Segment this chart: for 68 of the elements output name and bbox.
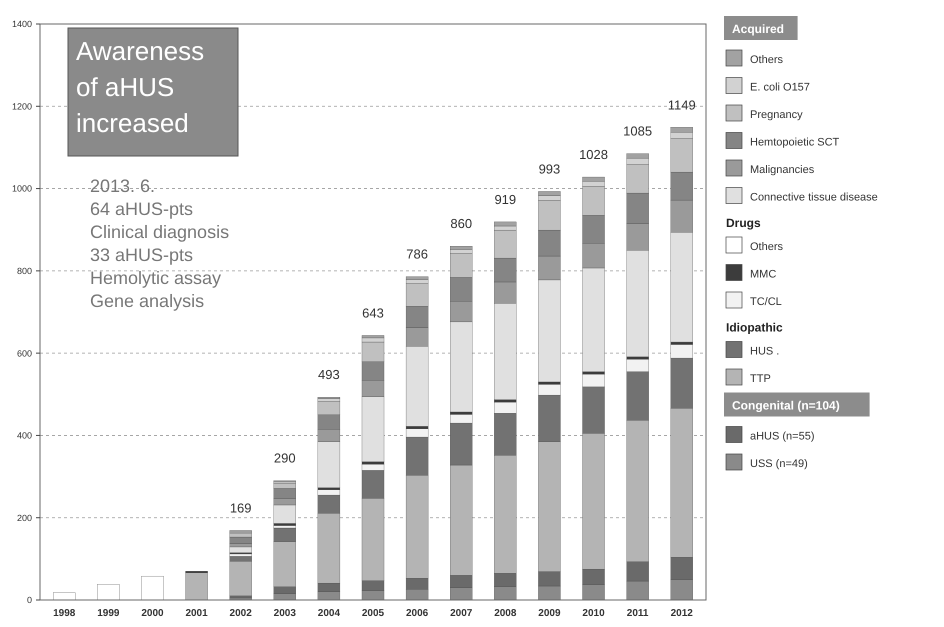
x-tick-label: 1999 — [97, 608, 120, 619]
bar — [362, 335, 384, 338]
x-tick-label: 2006 — [406, 608, 429, 619]
y-tick-label: 400 — [16, 430, 32, 441]
legend-label: Connective tissue disease — [750, 192, 878, 204]
y-tick-label: 800 — [16, 266, 32, 276]
annotation: 2013. 6. — [90, 176, 156, 196]
y-tick-label: 1000 — [12, 184, 32, 194]
annotation: Clinical diagnosis — [90, 222, 230, 242]
total-label: 1149 — [668, 97, 696, 112]
annotation: 64 aHUS-pts — [90, 199, 194, 219]
y-tick-label: 600 — [16, 348, 32, 358]
legend-label: Pregnancy — [750, 109, 804, 121]
text: Congenital (n=104) — [732, 398, 840, 412]
x-tick-label: 2010 — [582, 608, 606, 619]
bar — [230, 546, 252, 553]
bar — [406, 276, 428, 280]
legend-label: Others — [750, 241, 784, 253]
x-tick-label: 2000 — [141, 608, 164, 619]
text: Drugs — [726, 216, 761, 230]
total-label: 919 — [494, 192, 516, 207]
x-tick-label: 2005 — [362, 608, 385, 619]
legend-label: USS (n=49) — [750, 458, 808, 470]
y-tick-label: 0 — [26, 595, 32, 606]
bar — [53, 592, 76, 600]
x-tick-label: 2009 — [538, 608, 561, 619]
bar — [230, 536, 252, 544]
total-label: 169 — [230, 500, 252, 516]
legend-label: TC/CL — [750, 296, 782, 308]
text: Acquired — [732, 22, 784, 36]
bar — [450, 246, 472, 250]
legend-label: Others — [750, 54, 784, 66]
total-label: 786 — [406, 246, 428, 262]
x-tick-label: 1998 — [53, 608, 76, 619]
bar — [494, 222, 516, 226]
x-tick-label: 2001 — [185, 608, 208, 619]
x-tick-label: 2003 — [274, 608, 296, 619]
annotation: Awareness of aHUS increased — [76, 36, 204, 138]
y-tick-label: 200 — [16, 512, 32, 523]
annotation: Hemolytic assay — [90, 268, 222, 288]
x-tick-label: 2008 — [494, 608, 517, 619]
total-label: 1085 — [623, 124, 652, 139]
annotation: 33 aHUS-pts — [90, 245, 194, 265]
legend-label: Hemtopoietic SCT — [750, 136, 840, 148]
x-tick-label: 2011 — [626, 608, 649, 619]
y-tick-label: 1400 — [12, 19, 32, 30]
y-tick-label: 1200 — [12, 101, 32, 112]
x-tick-label: 2004 — [318, 608, 340, 619]
x-tick-label: 2002 — [230, 608, 252, 619]
text: Idiopathic — [726, 320, 783, 334]
legend-label: MMC — [750, 268, 776, 280]
total-label: 643 — [362, 305, 384, 320]
total-label: 290 — [274, 450, 296, 466]
bar — [185, 572, 208, 600]
total-label: 860 — [450, 216, 472, 232]
bar — [97, 584, 120, 600]
x-tick-label: 2007 — [450, 608, 473, 619]
legend-label: aHUS (n=55) — [750, 430, 815, 442]
legend-label: E. coli O157 — [750, 82, 810, 94]
total-label: 493 — [318, 367, 340, 382]
bar — [141, 576, 164, 600]
legend-label: HUS . — [750, 346, 780, 358]
x-tick-label: 2012 — [670, 608, 694, 619]
total-label: 1028 — [579, 147, 608, 162]
legend-label: TTP — [750, 373, 771, 385]
legend-label: Malignancies — [750, 164, 815, 176]
total-label: 993 — [538, 161, 560, 176]
annotation: Gene analysis — [90, 291, 204, 311]
